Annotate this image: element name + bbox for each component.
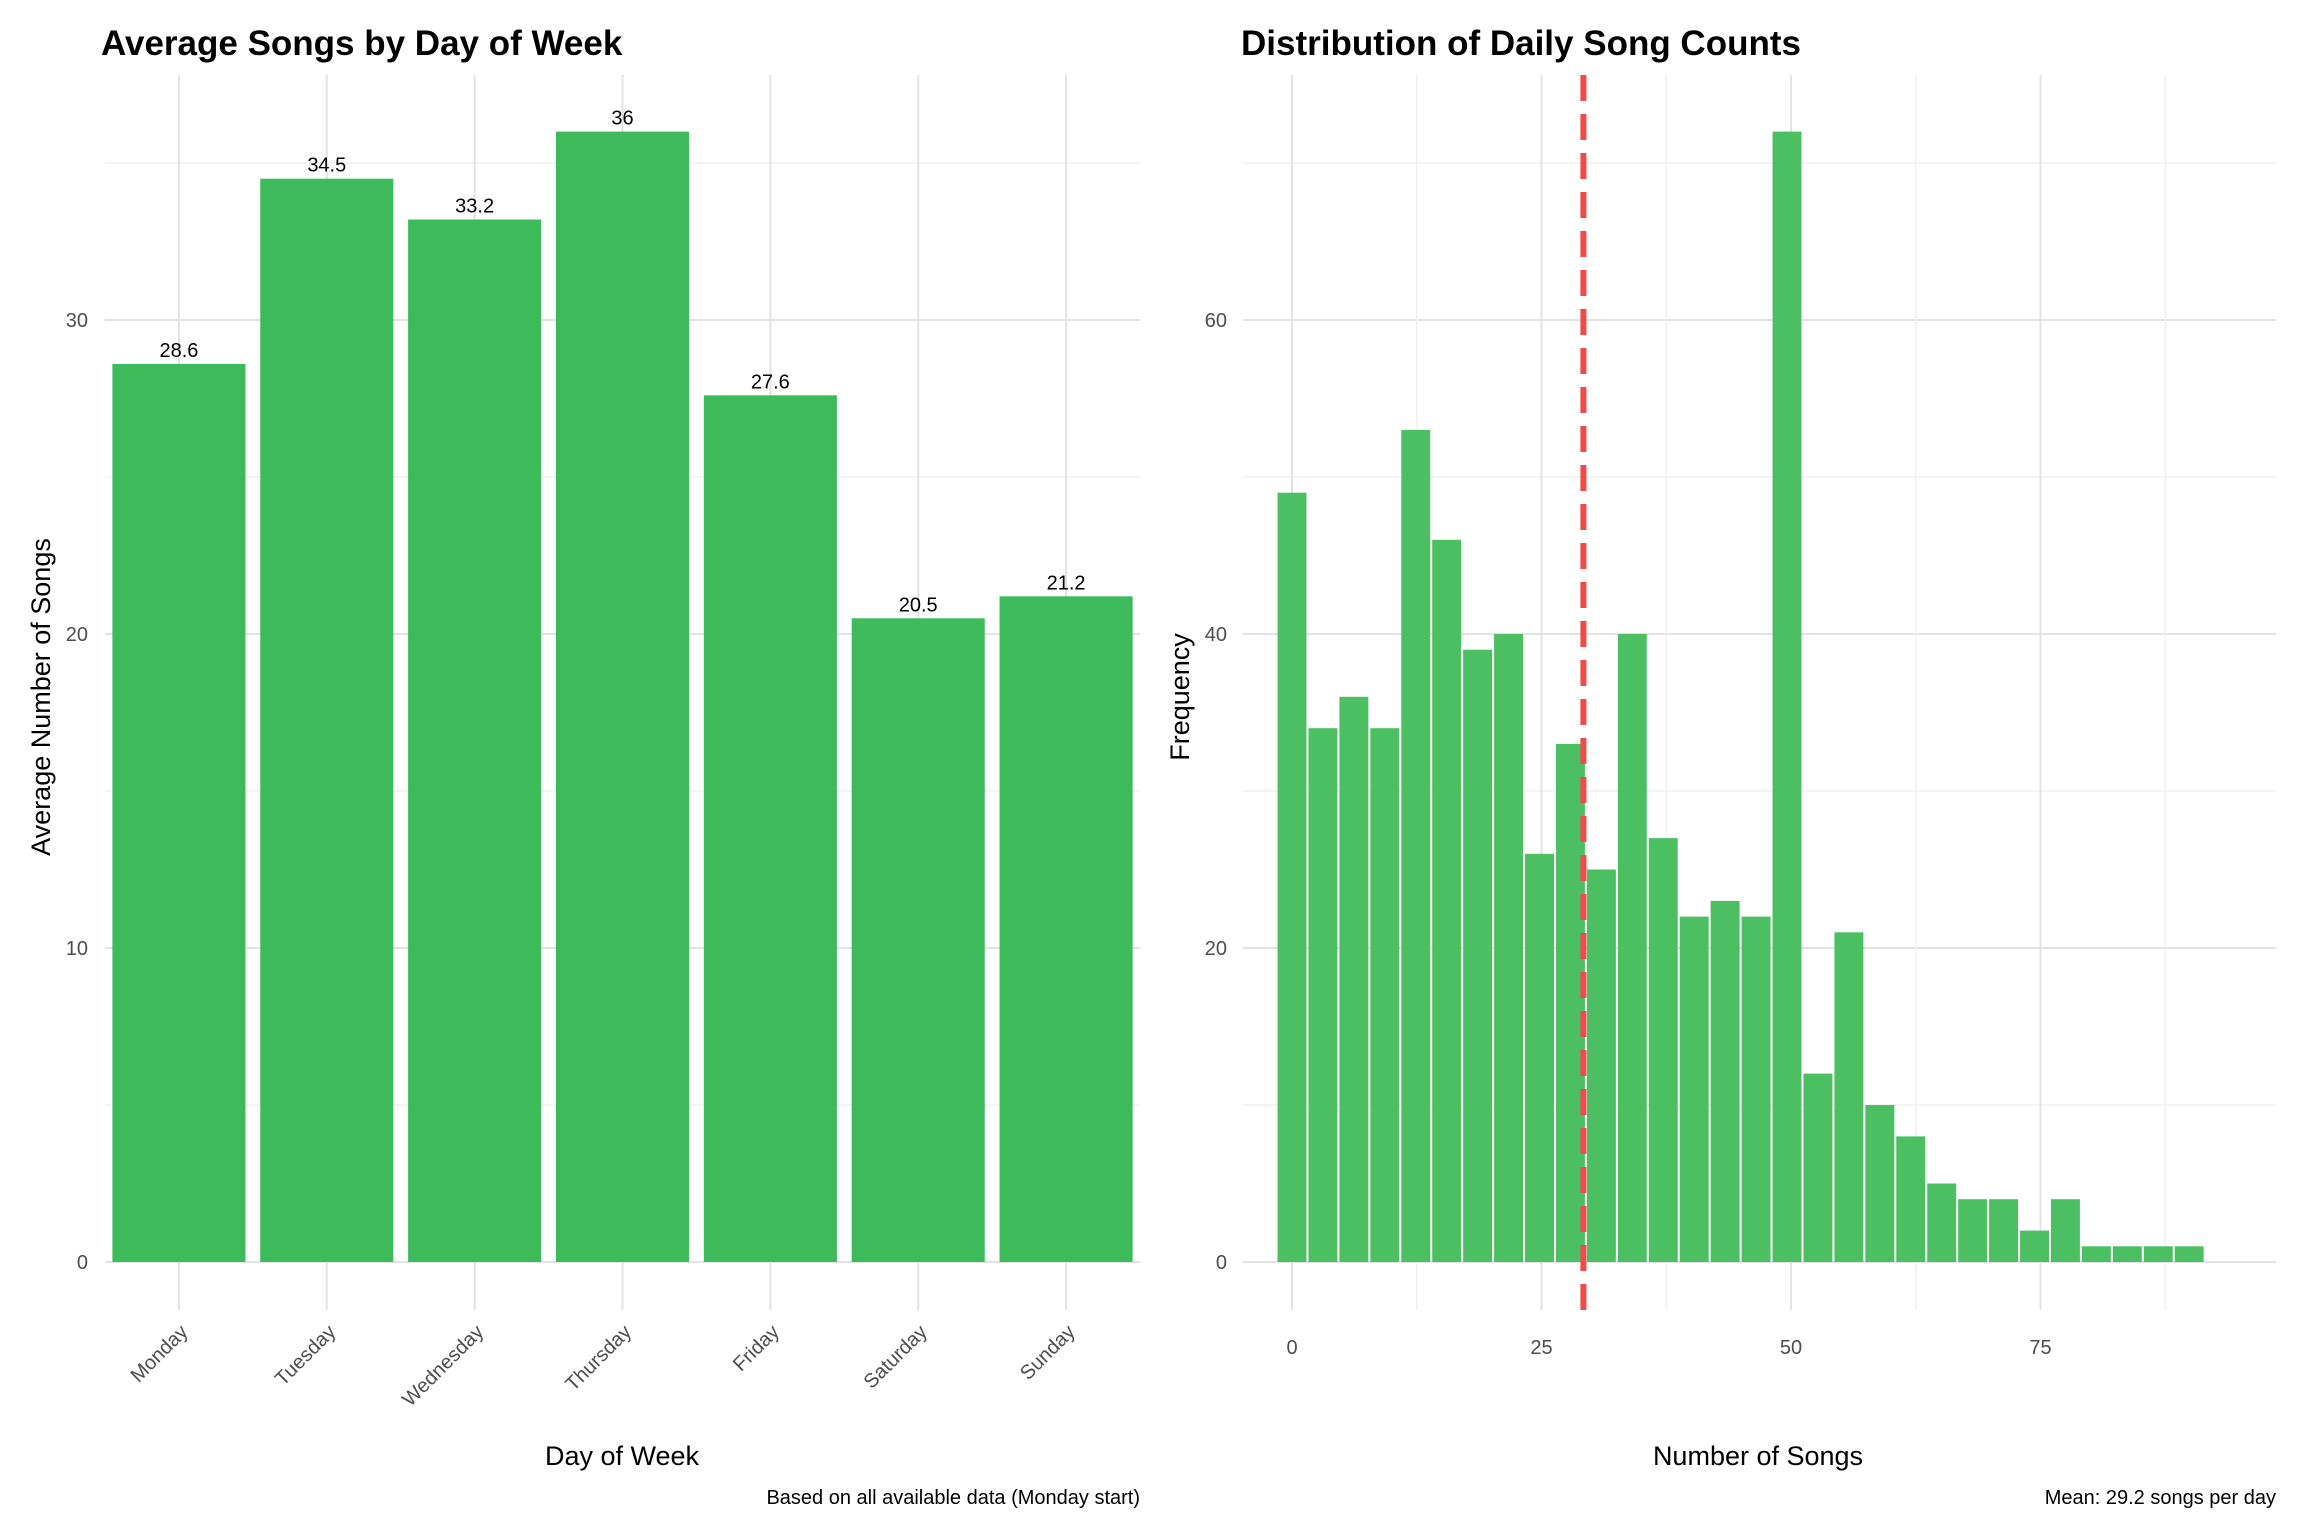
bar <box>703 395 837 1262</box>
bar-chart-title: Average Songs by Day of Week <box>101 24 623 63</box>
histogram-title: Distribution of Daily Song Counts <box>1241 24 1801 63</box>
bar <box>851 618 985 1262</box>
x-tick-label: Thursday <box>562 1321 637 1396</box>
bar-chart-y-axis-title: Average Number of Songs <box>26 538 56 856</box>
histogram-y-ticks: 0 20 40 60 <box>1205 310 1227 1274</box>
histogram-bar <box>1525 853 1554 1262</box>
data-label: 33.2 <box>455 196 494 218</box>
histogram-bar <box>1803 1073 1833 1262</box>
bar-chart-caption: Based on all available data (Monday star… <box>766 1487 1140 1509</box>
data-label: 20.5 <box>899 594 938 616</box>
histogram-bar <box>1370 728 1400 1262</box>
bar-chart-panel: Average Songs by Day of Week 28.6 34.5 33.… <box>26 24 1140 1509</box>
y-tick-label: 60 <box>1205 310 1227 332</box>
histogram-bar <box>2143 1246 2173 1262</box>
bar <box>999 596 1133 1262</box>
histogram-panel: Distribution of Daily Song Counts 0 20 40 6… <box>1165 24 2276 1509</box>
x-tick-label: Wednesday <box>398 1321 488 1411</box>
x-tick-label: 75 <box>2029 1337 2051 1359</box>
y-tick-label: 0 <box>77 1252 88 1274</box>
histogram-y-axis-title: Frequency <box>1165 633 1195 761</box>
histogram-bar <box>2174 1246 2204 1262</box>
bar <box>112 363 246 1263</box>
y-tick-label: 20 <box>66 624 88 646</box>
x-tick-label: 25 <box>1530 1337 1552 1359</box>
x-tick-label: 50 <box>1780 1337 1802 1359</box>
bar-chart-x-ticks: Monday Tuesday Wednesday Thursday Friday Satu… <box>127 1321 1080 1411</box>
histogram-bar <box>1432 539 1462 1262</box>
bar-chart-x-axis-title: Day of Week <box>545 1441 700 1471</box>
histogram-x-ticks: 0 25 50 75 <box>1286 1337 2051 1359</box>
histogram-bar <box>2050 1199 2080 1262</box>
data-label: 36 <box>611 108 633 130</box>
data-label: 28.6 <box>159 340 198 362</box>
histogram-bar <box>1463 649 1493 1262</box>
histogram-bar <box>1834 932 1864 1262</box>
x-tick-label: Friday <box>729 1321 784 1376</box>
histogram-bar <box>1648 838 1678 1262</box>
histogram-bars <box>1277 131 2204 1263</box>
y-tick-label: 20 <box>1205 938 1227 960</box>
histogram-bar <box>1772 131 1802 1263</box>
x-tick-label: 0 <box>1286 1337 1297 1359</box>
y-tick-label: 10 <box>66 938 88 960</box>
histogram-bar <box>2020 1230 2049 1262</box>
bar-chart-data-labels: 28.6 34.5 33.2 36 27.6 20.5 21.2 <box>159 108 1085 617</box>
y-tick-label: 0 <box>1216 1252 1227 1274</box>
histogram-bar <box>1617 634 1647 1262</box>
histogram-bar <box>1277 492 1307 1262</box>
data-label: 27.6 <box>751 371 790 393</box>
x-tick-label: Tuesday <box>271 1321 340 1390</box>
y-tick-label: 40 <box>1205 624 1227 646</box>
histogram-bar <box>2081 1246 2111 1262</box>
histogram-bar <box>1896 1136 1926 1262</box>
y-tick-label: 30 <box>66 310 88 332</box>
bar <box>260 178 394 1263</box>
histogram-bar <box>1339 696 1369 1262</box>
bar <box>408 219 542 1262</box>
histogram-bar <box>1927 1183 1957 1262</box>
histogram-bar <box>1494 634 1524 1262</box>
histogram-bar <box>1401 429 1431 1262</box>
histogram-bar <box>1865 1105 1895 1262</box>
bar-chart-bars <box>112 131 1133 1263</box>
x-tick-label: Monday <box>127 1321 193 1387</box>
histogram-bar <box>1710 900 1740 1262</box>
histogram-bar <box>2112 1246 2142 1262</box>
histogram-bar <box>1741 916 1771 1262</box>
histogram-bar <box>1586 869 1616 1262</box>
histogram-x-axis-title: Number of Songs <box>1653 1441 1863 1471</box>
histogram-bar <box>1958 1199 1988 1262</box>
bar-chart-y-ticks: 0 10 20 30 <box>66 310 88 1274</box>
histogram-bar <box>1679 916 1709 1262</box>
histogram-caption: Mean: 29.2 songs per day <box>2045 1487 2276 1509</box>
histogram-bar <box>1555 743 1585 1262</box>
data-label: 21.2 <box>1047 572 1086 594</box>
histogram-bar <box>1989 1199 2019 1262</box>
data-label: 34.5 <box>307 155 346 177</box>
x-tick-label: Saturday <box>860 1321 932 1393</box>
histogram-bar <box>1308 728 1338 1262</box>
bar <box>555 131 690 1263</box>
x-tick-label: Sunday <box>1016 1321 1080 1385</box>
